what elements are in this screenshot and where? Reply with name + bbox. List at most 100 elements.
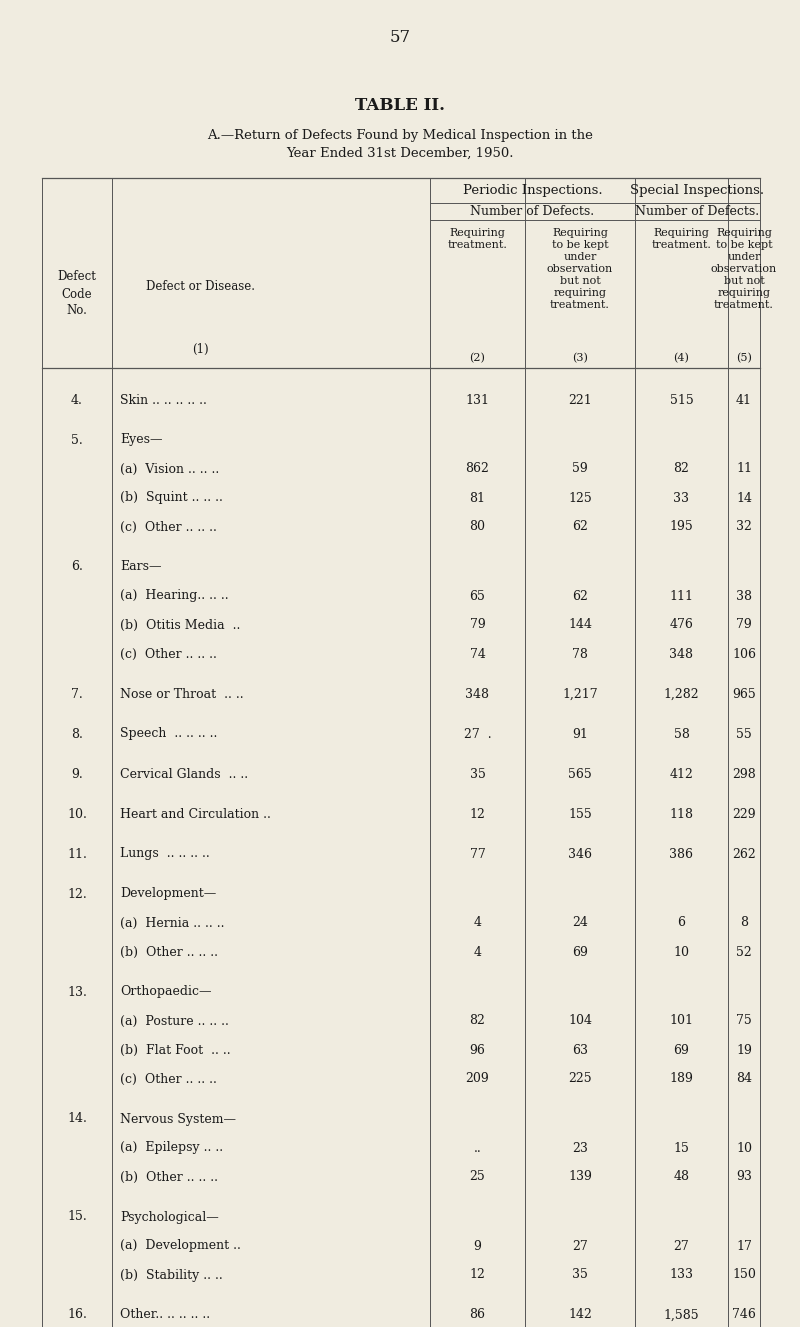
Text: Year Ended 31st December, 1950.: Year Ended 31st December, 1950. xyxy=(286,146,514,159)
Text: 1,217: 1,217 xyxy=(562,687,598,701)
Text: 82: 82 xyxy=(674,463,690,475)
Text: Requiring
to be kept
under
observation
but not
requiring
treatment.: Requiring to be kept under observation b… xyxy=(547,228,613,311)
Text: (a)  Epilepsy .. ..: (a) Epilepsy .. .. xyxy=(120,1141,223,1154)
Text: 412: 412 xyxy=(670,767,694,780)
Text: 209: 209 xyxy=(466,1072,490,1085)
Text: 84: 84 xyxy=(736,1072,752,1085)
Text: 91: 91 xyxy=(572,727,588,740)
Text: Number of Defects.: Number of Defects. xyxy=(635,204,759,218)
Text: 262: 262 xyxy=(732,848,756,860)
Text: Defect or Disease.: Defect or Disease. xyxy=(146,280,254,292)
Text: 63: 63 xyxy=(572,1043,588,1056)
Text: 27: 27 xyxy=(572,1239,588,1253)
Text: 225: 225 xyxy=(568,1072,592,1085)
Text: 118: 118 xyxy=(670,808,694,820)
Text: 9: 9 xyxy=(474,1239,482,1253)
Text: 101: 101 xyxy=(670,1015,694,1027)
Text: Eyes—: Eyes— xyxy=(120,434,162,446)
Text: (1): (1) xyxy=(192,342,208,356)
Text: 221: 221 xyxy=(568,394,592,406)
Text: (b)  Flat Foot  .. ..: (b) Flat Foot .. .. xyxy=(120,1043,230,1056)
Text: (a)  Development ..: (a) Development .. xyxy=(120,1239,241,1253)
Text: (a)  Vision .. .. ..: (a) Vision .. .. .. xyxy=(120,463,219,475)
Text: 5.: 5. xyxy=(71,434,83,446)
Text: 15.: 15. xyxy=(67,1210,87,1223)
Text: 69: 69 xyxy=(572,946,588,958)
Text: 17: 17 xyxy=(736,1239,752,1253)
Text: 41: 41 xyxy=(736,394,752,406)
Text: 8: 8 xyxy=(740,917,748,929)
Text: (a)  Posture .. .. ..: (a) Posture .. .. .. xyxy=(120,1015,229,1027)
Text: 96: 96 xyxy=(470,1043,486,1056)
Text: Periodic Inspections.: Periodic Inspections. xyxy=(462,184,602,196)
Text: Requiring
to be kept
under
observation
but not
requiring
treatment.: Requiring to be kept under observation b… xyxy=(711,228,777,311)
Text: (4): (4) xyxy=(674,353,690,364)
Text: 14.: 14. xyxy=(67,1112,87,1125)
Text: 13.: 13. xyxy=(67,986,87,998)
Text: 75: 75 xyxy=(736,1015,752,1027)
Text: 58: 58 xyxy=(674,727,690,740)
Text: (b)  Other .. .. ..: (b) Other .. .. .. xyxy=(120,946,218,958)
Text: TABLE II.: TABLE II. xyxy=(355,97,445,114)
Text: 35: 35 xyxy=(572,1269,588,1282)
Text: 6: 6 xyxy=(678,917,686,929)
Text: 11.: 11. xyxy=(67,848,87,860)
Text: 81: 81 xyxy=(470,491,486,504)
Text: Defect
Code
No.: Defect Code No. xyxy=(58,271,97,317)
Text: 65: 65 xyxy=(470,589,486,602)
Text: 4: 4 xyxy=(474,946,482,958)
Text: 1,585: 1,585 xyxy=(664,1308,699,1322)
Text: Nose or Throat  .. ..: Nose or Throat .. .. xyxy=(120,687,244,701)
Text: Number of Defects.: Number of Defects. xyxy=(470,204,594,218)
Text: 7.: 7. xyxy=(71,687,83,701)
Text: (3): (3) xyxy=(572,353,588,364)
Text: 69: 69 xyxy=(674,1043,690,1056)
Text: 35: 35 xyxy=(470,767,486,780)
Text: 27: 27 xyxy=(674,1239,690,1253)
Text: 189: 189 xyxy=(670,1072,694,1085)
Text: Special Inspections.: Special Inspections. xyxy=(630,184,765,196)
Text: 862: 862 xyxy=(466,463,490,475)
Text: 298: 298 xyxy=(732,767,756,780)
Text: 515: 515 xyxy=(670,394,694,406)
Text: A.—Return of Defects Found by Medical Inspection in the: A.—Return of Defects Found by Medical In… xyxy=(207,129,593,142)
Text: 33: 33 xyxy=(674,491,690,504)
Text: 19: 19 xyxy=(736,1043,752,1056)
Text: 15: 15 xyxy=(674,1141,690,1154)
Text: 6.: 6. xyxy=(71,560,83,573)
Text: (c)  Other .. .. ..: (c) Other .. .. .. xyxy=(120,648,217,661)
Text: Psychological—: Psychological— xyxy=(120,1210,218,1223)
Text: 104: 104 xyxy=(568,1015,592,1027)
Text: Lungs  .. .. .. ..: Lungs .. .. .. .. xyxy=(120,848,210,860)
Text: (a)  Hernia .. .. ..: (a) Hernia .. .. .. xyxy=(120,917,225,929)
Text: 106: 106 xyxy=(732,648,756,661)
Text: 150: 150 xyxy=(732,1269,756,1282)
Text: 125: 125 xyxy=(568,491,592,504)
Text: 9.: 9. xyxy=(71,767,83,780)
Text: 348: 348 xyxy=(670,648,694,661)
Text: (5): (5) xyxy=(736,353,752,364)
Text: 1,282: 1,282 xyxy=(664,687,699,701)
Text: (b)  Other .. .. ..: (b) Other .. .. .. xyxy=(120,1170,218,1184)
Text: 52: 52 xyxy=(736,946,752,958)
Text: 348: 348 xyxy=(466,687,490,701)
Text: Speech  .. .. .. ..: Speech .. .. .. .. xyxy=(120,727,218,740)
Text: 59: 59 xyxy=(572,463,588,475)
Text: 62: 62 xyxy=(572,520,588,533)
Text: 12: 12 xyxy=(470,808,486,820)
Text: 11: 11 xyxy=(736,463,752,475)
Text: 23: 23 xyxy=(572,1141,588,1154)
Text: (c)  Other .. .. ..: (c) Other .. .. .. xyxy=(120,1072,217,1085)
Text: 229: 229 xyxy=(732,808,756,820)
Text: 82: 82 xyxy=(470,1015,486,1027)
Text: 12.: 12. xyxy=(67,888,87,901)
Text: Heart and Circulation ..: Heart and Circulation .. xyxy=(120,808,271,820)
Text: 48: 48 xyxy=(674,1170,690,1184)
Text: 55: 55 xyxy=(736,727,752,740)
Text: 10: 10 xyxy=(736,1141,752,1154)
Text: 111: 111 xyxy=(670,589,694,602)
Text: 79: 79 xyxy=(470,618,486,632)
Text: 386: 386 xyxy=(670,848,694,860)
Text: 78: 78 xyxy=(572,648,588,661)
Text: Requiring
treatment.: Requiring treatment. xyxy=(447,228,507,251)
